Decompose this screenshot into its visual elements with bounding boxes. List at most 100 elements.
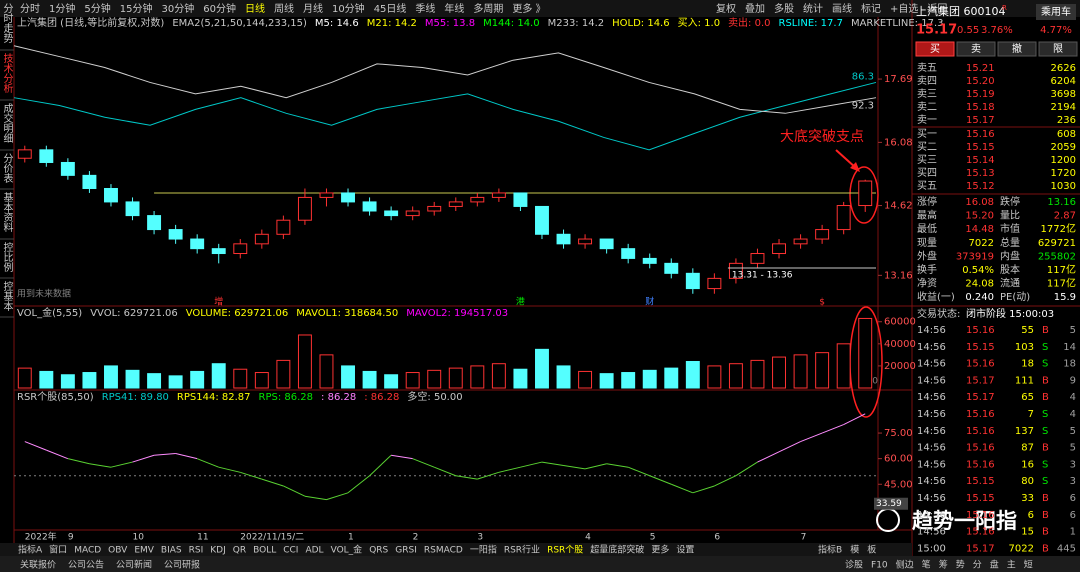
indicator-value: RSLINE: 17.7 <box>779 18 843 29</box>
rsr-segment <box>649 475 672 485</box>
period-tab[interactable]: 15分钟 <box>120 2 153 15</box>
panel-button[interactable]: 指标B <box>818 544 842 556</box>
indicator-tab[interactable]: KDJ <box>210 546 226 556</box>
tool-button[interactable]: +自选 <box>890 2 918 15</box>
indicator-tab[interactable]: RSR个股 <box>547 545 583 556</box>
book-label: 买五 <box>917 180 937 192</box>
indicator-tab[interactable]: CCI <box>283 546 298 556</box>
indicator-value: MAVOL1: 318684.50 <box>296 308 398 319</box>
side-tab[interactable]: 分价表 <box>1 153 13 184</box>
indicator-tab[interactable]: RSI <box>189 546 204 556</box>
rsr-segment <box>520 461 543 468</box>
period-tab[interactable]: 月线 <box>303 2 323 15</box>
status-button[interactable]: F10 <box>871 561 888 571</box>
side-tab[interactable]: 成交明细 <box>1 103 13 143</box>
tool-button[interactable]: 叠加 <box>745 3 765 15</box>
side-tab[interactable]: 控基本 <box>1 280 13 312</box>
status-button[interactable]: 分 <box>973 560 982 571</box>
x-tick-label: 1 <box>348 533 354 543</box>
indicator-tab[interactable]: BOLL <box>253 546 276 556</box>
indicator-tab[interactable]: VOL_金 <box>331 544 363 556</box>
status-button[interactable]: 诊股 <box>845 559 863 571</box>
status-button[interactable]: 筹 <box>939 559 948 571</box>
status-link[interactable]: 公司公告 <box>68 559 104 571</box>
tick-volume: 65 <box>1021 392 1034 403</box>
period-tab[interactable]: 60分钟 <box>203 2 236 15</box>
indicator-tab[interactable]: RSMACD <box>424 546 463 556</box>
trade-button-label[interactable]: 限 <box>1053 43 1063 55</box>
indicator-tab[interactable]: GRSI <box>395 546 417 556</box>
trade-button[interactable] <box>956 41 996 57</box>
panel-button[interactable]: 板 <box>867 544 876 556</box>
status-button[interactable]: 笔 <box>922 559 931 571</box>
period-tab[interactable]: 30分钟 <box>161 2 194 15</box>
trade-button[interactable] <box>997 41 1037 57</box>
tick-side: S <box>1042 342 1048 353</box>
indicator-value: VOLUME: 629721.06 <box>186 308 289 319</box>
indicator-value: VOL_金(5,55) <box>17 306 82 319</box>
side-tab[interactable]: 控比例 <box>1 241 13 273</box>
period-tab[interactable]: 1分钟 <box>49 2 75 15</box>
indicator-tab[interactable]: 超量底部突破 <box>590 544 644 556</box>
rsr-segment <box>347 475 370 494</box>
period-tab[interactable]: 5分钟 <box>84 2 110 15</box>
status-link[interactable]: 关联报价 <box>20 559 56 571</box>
status-button[interactable]: 短 <box>1024 559 1033 571</box>
candle-body <box>362 201 377 212</box>
indicator-tab[interactable]: 指标A <box>18 544 43 556</box>
side-tab[interactable]: 基本资料 <box>1 191 13 233</box>
indicator-tab[interactable]: QRS <box>369 546 388 556</box>
status-link[interactable]: 公司研报 <box>164 559 200 571</box>
trade-button[interactable] <box>1038 41 1078 57</box>
indicator-tab[interactable]: 窗口 <box>49 544 67 556</box>
status-button[interactable]: 势 <box>956 559 965 571</box>
status-button[interactable]: 盘 <box>990 559 999 571</box>
tool-button[interactable]: 标记 <box>861 3 881 15</box>
period-tab[interactable]: 10分钟 <box>332 2 365 15</box>
period-tab[interactable]: 年线 <box>444 2 464 15</box>
indicator-tab[interactable]: BIAS <box>161 546 182 556</box>
rsr-segment <box>304 495 327 501</box>
sector[interactable]: 乘用车 <box>1041 5 1071 18</box>
tool-button[interactable]: 返回 <box>927 3 947 15</box>
side-tab[interactable]: 分时走势 <box>1 3 13 44</box>
indicator-tab[interactable]: OBV <box>108 546 128 556</box>
volume-bar <box>556 365 571 389</box>
trade-button[interactable] <box>915 41 955 57</box>
indicator-tab[interactable]: ADL <box>305 546 323 556</box>
candle-body <box>384 210 399 217</box>
panel-button[interactable]: 模 <box>850 545 859 556</box>
period-tab[interactable]: 日线 <box>245 2 265 15</box>
tool-button[interactable]: 统计 <box>803 2 823 15</box>
tick-side: B <box>1042 527 1049 538</box>
tool-button[interactable]: 复权 <box>716 2 736 15</box>
event-marker: 财 <box>645 296 654 308</box>
period-tab[interactable]: 季线 <box>415 2 435 15</box>
stat-label: 股本 <box>1000 263 1020 276</box>
period-tab[interactable]: 45日线 <box>374 2 407 15</box>
indicator-tab[interactable]: MACD <box>74 546 101 556</box>
side-tab[interactable]: 技术分析 <box>1 52 13 94</box>
period-tab[interactable]: 多周期 <box>473 2 503 15</box>
indicator-tab[interactable]: 设置 <box>676 545 694 556</box>
status-button[interactable]: 主 <box>1007 559 1016 571</box>
indicator-tab[interactable]: RSR行业 <box>504 544 540 556</box>
trade-button-label[interactable]: 撤 <box>1012 42 1022 55</box>
tool-button[interactable]: 多股 <box>774 2 794 15</box>
indicator-tab[interactable]: QR <box>233 546 246 556</box>
period-tab[interactable]: 分时 <box>20 3 40 15</box>
change: 0.55 <box>957 25 979 36</box>
tool-button[interactable]: 画线 <box>832 2 852 15</box>
trade-button-label[interactable]: 买 <box>930 43 940 55</box>
status-link[interactable]: 公司新闻 <box>116 559 152 571</box>
status-button[interactable]: 侧边 <box>896 559 914 571</box>
period-tab[interactable]: 周线 <box>274 2 294 15</box>
period-tab[interactable]: 更多 》 <box>512 2 545 15</box>
tick-side: S <box>1042 459 1048 470</box>
indicator-tab[interactable]: 更多 <box>651 544 669 556</box>
volume-bar <box>470 365 485 389</box>
indicator-tab[interactable]: EMV <box>134 546 154 556</box>
trade-button-label[interactable]: 卖 <box>971 43 981 55</box>
indicator-tab[interactable]: 一阳指 <box>470 544 497 556</box>
